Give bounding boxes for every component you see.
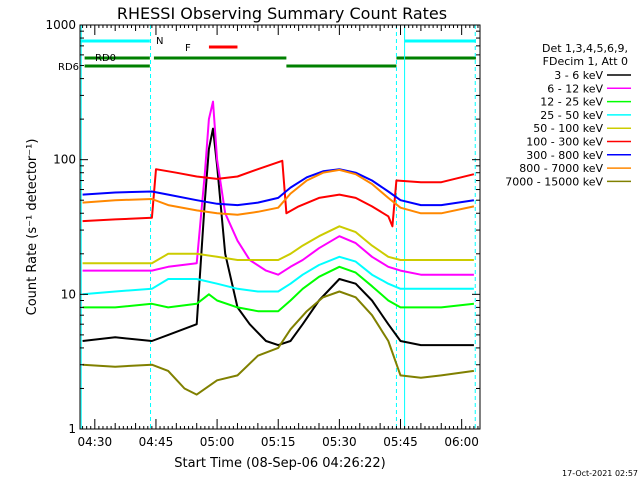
y-tick-label: 1: [68, 422, 76, 436]
series-line-800-7000-kev: [82, 168, 475, 216]
y-tick-label: 100: [53, 153, 76, 167]
legend-entry-label: 12 - 25 keV: [540, 96, 603, 109]
series-line-300-800-kev: [82, 168, 475, 207]
series-line-12-25-kev: [82, 265, 475, 313]
legend-header: Det 1,3,4,5,6,9,: [542, 42, 628, 55]
legend-entry-label: 100 - 300 keV: [526, 136, 603, 149]
legend: Det 1,3,4,5,6,9,FDecim 1, Att 03 - 6 keV…: [505, 42, 631, 188]
series-line-50-100-kev: [82, 225, 474, 265]
chart-title: RHESSI Observing Summary Count Rates: [117, 4, 447, 23]
series-line-7000-15000-kev: [82, 290, 475, 396]
legend-entry-label: 6 - 12 keV: [547, 82, 603, 95]
legend-header: FDecim 1, Att 0: [543, 55, 628, 68]
x-tick-label: 04:45: [139, 435, 174, 449]
legend-entry-label: 25 - 50 keV: [540, 109, 603, 122]
x-axis-label: Start Time (08-Sep-06 04:26:22): [174, 456, 385, 471]
y-axis: 1 10 100 1000: [45, 18, 480, 436]
x-tick-label: 05:00: [200, 435, 235, 449]
series-lines: [82, 100, 475, 396]
legend-entry-label: 800 - 7000 keV: [519, 162, 603, 175]
timestamp: 17-Oct-2021 02:57: [562, 469, 638, 478]
y-axis-label: Count Rate (s⁻¹ detector⁻¹): [25, 139, 40, 316]
band-label-n: N: [156, 36, 163, 47]
x-tick-label: 06:00: [444, 435, 479, 449]
x-tick-label: 05:15: [261, 435, 296, 449]
x-tick-label: 05:30: [322, 435, 357, 449]
series-line-3-6-kev: [82, 127, 474, 347]
band-label-rd0: RD0: [95, 53, 116, 64]
legend-entry-label: 7000 - 15000 keV: [505, 175, 603, 188]
y-tick-label: 10: [61, 287, 76, 301]
y-tick-label: 1000: [45, 18, 76, 32]
x-tick-label: 05:45: [383, 435, 418, 449]
vertical-markers: [80, 25, 476, 429]
band-label-f: F: [185, 43, 191, 54]
x-tick-label: 04:30: [78, 435, 113, 449]
series-line-25-50-kev: [82, 255, 474, 296]
legend-entry-label: 3 - 6 keV: [554, 69, 603, 82]
plot-frame: [79, 24, 481, 430]
legend-entry-label: 300 - 800 keV: [526, 149, 603, 162]
series-line-6-12-kev: [82, 100, 474, 276]
legend-entry-label: 50 - 100 keV: [533, 122, 603, 135]
band-label-rd6: RD6: [58, 62, 79, 73]
series-line-100-300-kev: [82, 159, 475, 228]
x-axis: 04:30 04:45 05:00 05:15 05:30 05:45 06:00: [78, 25, 479, 449]
attenuator-bands: N F RD0 RD6: [58, 36, 476, 73]
